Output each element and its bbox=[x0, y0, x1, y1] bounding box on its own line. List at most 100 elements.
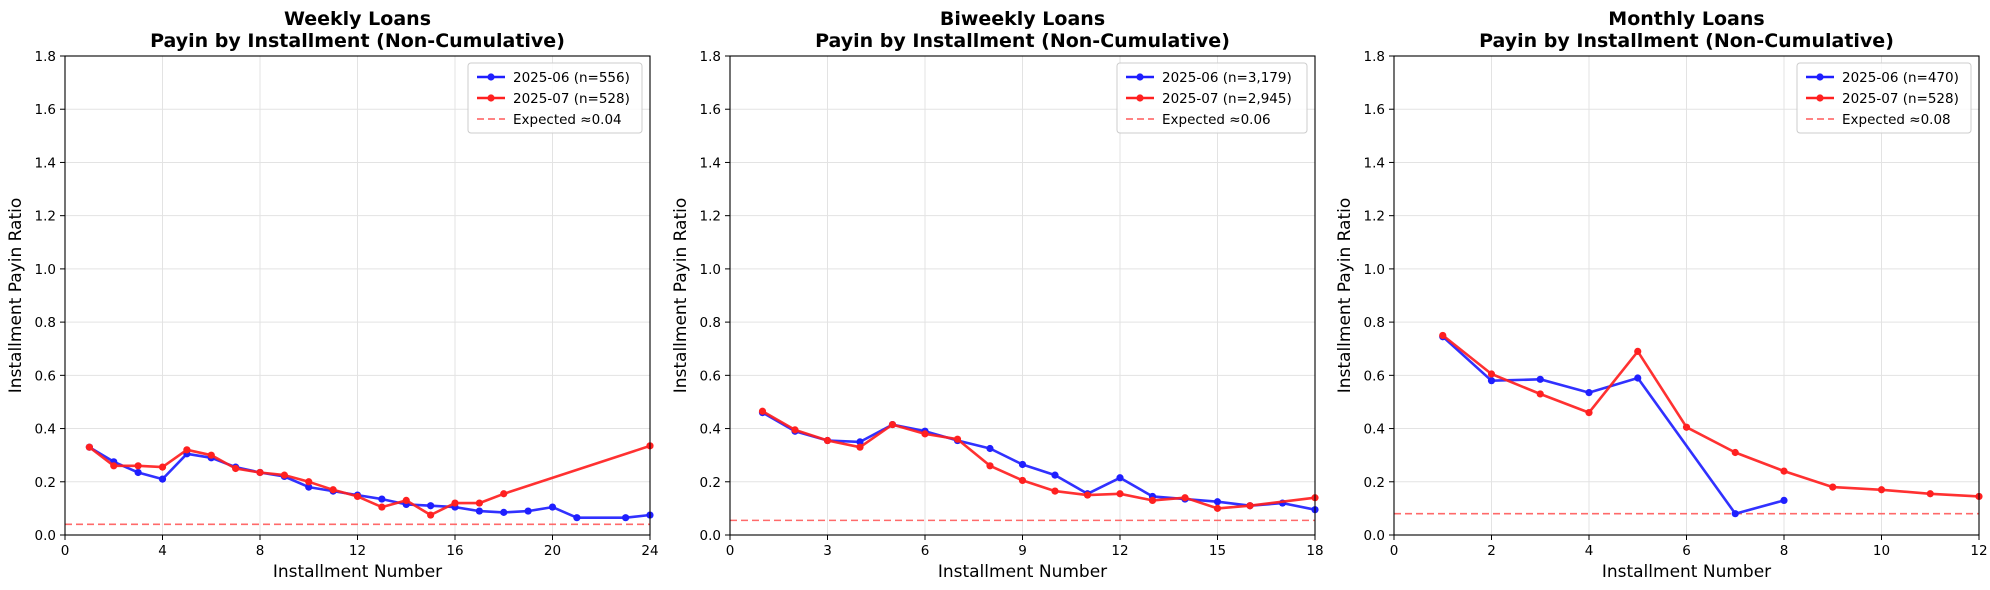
legend-label: 2025-06 (n=3,179) bbox=[1162, 70, 1292, 86]
y-tick-label: 1.2 bbox=[35, 209, 56, 225]
y-tick-label: 1.4 bbox=[1364, 155, 1385, 171]
x-axis-label: Installment Number bbox=[1602, 562, 1771, 582]
data-point bbox=[1780, 467, 1788, 475]
data-point bbox=[427, 511, 435, 519]
legend-box bbox=[467, 62, 643, 134]
chart-subtitle: Payin by Installment (Non-Cumulative) bbox=[150, 30, 565, 52]
data-point bbox=[856, 443, 864, 451]
chart-subtitle: Payin by Installment (Non-Cumulative) bbox=[1479, 30, 1894, 52]
x-tick-label: 12 bbox=[349, 543, 366, 559]
data-point bbox=[256, 468, 264, 477]
data-point bbox=[1829, 483, 1837, 491]
data-point bbox=[1536, 375, 1544, 383]
data-point bbox=[921, 430, 929, 438]
data-point bbox=[888, 420, 897, 429]
legend-label: 2025-06 (n=556) bbox=[513, 70, 630, 86]
x-tick-label: 3 bbox=[823, 543, 832, 559]
legend: 2025-06 (n=556) 2025-07 (n=528) Expected ≈… bbox=[467, 62, 643, 134]
legend-label: 2025-07 (n=528) bbox=[1842, 91, 1959, 107]
data-point bbox=[1682, 423, 1691, 431]
data-point bbox=[1116, 490, 1124, 498]
data-point bbox=[1116, 474, 1124, 482]
x-tick-label: 0 bbox=[61, 543, 70, 559]
data-point bbox=[305, 478, 313, 486]
data-point bbox=[1148, 496, 1157, 505]
chart-panel-3: 0 2 4 6 8 10 12 0.0 0.2 0.4 0.6 0.8 1.0 1.2 1.4 1.6 1.8 M… bbox=[1335, 8, 1988, 582]
y-tick-label: 0.2 bbox=[700, 475, 721, 491]
y-tick-label: 0.0 bbox=[35, 528, 56, 544]
chart-title: Weekly Loans bbox=[284, 8, 431, 30]
data-point bbox=[158, 475, 167, 483]
data-point bbox=[1051, 487, 1059, 495]
data-point bbox=[1083, 491, 1092, 499]
y-tick-label: 1.8 bbox=[35, 49, 56, 65]
y-tick-label: 0.6 bbox=[35, 368, 56, 384]
chart-panel-1: 0 4 8 12 16 20 24 0.0 0.2 0.4 0.6 0.8 1.0 1.2 1.4 1.6 1.… bbox=[6, 8, 659, 582]
y-tick-label: 1.2 bbox=[700, 209, 721, 225]
x-tick-label: 0 bbox=[726, 543, 735, 559]
series-line-1 bbox=[1441, 335, 1785, 516]
data-point bbox=[378, 495, 386, 503]
data-point bbox=[1181, 494, 1189, 502]
data-point bbox=[1731, 448, 1739, 457]
x-tick-label: 4 bbox=[1585, 543, 1594, 559]
data-point bbox=[1585, 408, 1593, 417]
y-tick-label: 0.2 bbox=[35, 475, 56, 491]
data-point bbox=[1634, 347, 1642, 355]
data-point bbox=[329, 486, 337, 494]
data-point bbox=[402, 496, 410, 505]
y-tick-label: 0.8 bbox=[1364, 315, 1385, 331]
data-point bbox=[1536, 390, 1544, 398]
data-point bbox=[1487, 377, 1496, 385]
data-point bbox=[280, 471, 288, 479]
y-tick-label: 0.0 bbox=[1364, 528, 1385, 544]
data-point bbox=[305, 483, 313, 491]
y-tick-label: 1.4 bbox=[35, 155, 56, 171]
y-tick-label: 1.6 bbox=[35, 102, 56, 118]
data-point bbox=[524, 507, 532, 515]
x-tick-label: 10 bbox=[1873, 543, 1890, 559]
legend-box bbox=[1116, 62, 1308, 134]
legend-label: 2025-07 (n=2,945) bbox=[1162, 91, 1292, 107]
data-point bbox=[1213, 498, 1222, 506]
x-tick-label: 18 bbox=[1306, 543, 1323, 559]
x-tick-label: 2 bbox=[1487, 543, 1496, 559]
x-tick-label: 20 bbox=[544, 543, 561, 559]
x-tick-label: 12 bbox=[1111, 543, 1128, 559]
legend-swatch-marker bbox=[487, 94, 495, 102]
y-tick-label: 1.8 bbox=[700, 49, 721, 65]
data-point bbox=[427, 502, 435, 510]
data-point bbox=[1926, 490, 1934, 498]
data-point bbox=[207, 451, 215, 459]
data-point bbox=[1018, 460, 1027, 469]
data-point bbox=[158, 463, 167, 471]
data-point bbox=[856, 438, 864, 446]
data-point bbox=[1780, 496, 1788, 505]
data-point bbox=[953, 435, 962, 443]
y-tick-label: 0.8 bbox=[35, 315, 56, 331]
series-line-2 bbox=[761, 410, 1316, 510]
y-tick-label: 1.6 bbox=[1364, 102, 1385, 118]
y-tick-label: 1.2 bbox=[1364, 209, 1385, 225]
x-tick-label: 6 bbox=[1682, 543, 1691, 559]
data-point bbox=[1877, 486, 1886, 494]
legend-swatch-marker bbox=[1136, 73, 1144, 81]
legend-swatch-marker bbox=[1136, 94, 1144, 102]
y-tick-label: 0.8 bbox=[700, 315, 721, 331]
data-point bbox=[758, 407, 767, 415]
x-tick-label: 15 bbox=[1209, 543, 1226, 559]
chart-title: Biweekly Loans bbox=[940, 8, 1105, 30]
data-point bbox=[134, 462, 142, 470]
data-point bbox=[548, 503, 557, 511]
data-point bbox=[1246, 502, 1254, 510]
y-tick-label: 1.4 bbox=[700, 155, 721, 171]
x-axis-label: Installment Number bbox=[938, 562, 1107, 582]
data-point bbox=[475, 499, 483, 507]
legend-label: Expected ≈0.08 bbox=[1842, 112, 1951, 128]
y-tick-label: 1.0 bbox=[700, 262, 721, 278]
series-line-2 bbox=[88, 444, 651, 517]
legend-swatch-marker bbox=[487, 73, 495, 81]
data-point bbox=[183, 446, 191, 454]
data-point bbox=[134, 468, 142, 477]
y-tick-label: 0.4 bbox=[1364, 422, 1385, 438]
